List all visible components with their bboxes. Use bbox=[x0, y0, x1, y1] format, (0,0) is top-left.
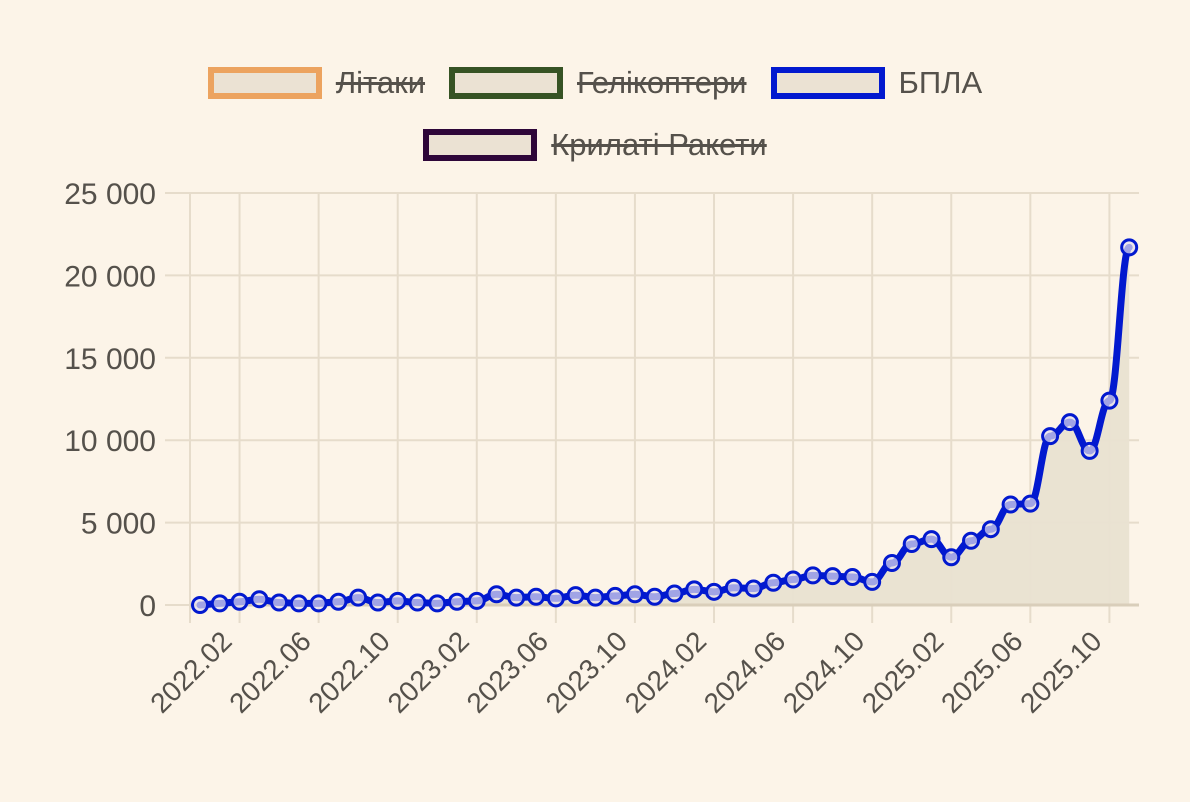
data-point[interactable] bbox=[191, 596, 209, 614]
data-point[interactable] bbox=[546, 589, 565, 608]
x-tick-label: 2025.02 bbox=[856, 625, 949, 718]
data-point[interactable] bbox=[863, 572, 882, 591]
data-point[interactable] bbox=[625, 585, 644, 604]
data-point[interactable] bbox=[962, 531, 981, 550]
data-point[interactable] bbox=[705, 582, 724, 601]
data-point[interactable] bbox=[467, 591, 486, 610]
y-tick-label: 25 000 bbox=[64, 178, 156, 211]
data-point[interactable] bbox=[803, 566, 822, 585]
legend-swatch-cruise-missiles bbox=[423, 129, 538, 161]
data-point[interactable] bbox=[1001, 495, 1020, 514]
data-point[interactable] bbox=[289, 594, 308, 613]
data-point[interactable] bbox=[270, 593, 289, 612]
x-tick-label: 2023.02 bbox=[382, 625, 475, 718]
x-tick-label: 2023.10 bbox=[540, 625, 633, 718]
data-point[interactable] bbox=[448, 592, 467, 611]
data-point[interactable] bbox=[428, 594, 447, 613]
legend-swatch-planes bbox=[207, 67, 322, 99]
data-point[interactable] bbox=[784, 570, 803, 589]
y-tick-label: 10 000 bbox=[64, 425, 156, 458]
x-axis: 2022.022022.062022.102023.022023.062023.… bbox=[144, 625, 1107, 718]
data-point[interactable] bbox=[685, 580, 704, 599]
y-axis: 0 5 000 10 000 15 000 20 000 25 000 bbox=[64, 178, 156, 623]
legend-item-planes[interactable]: Літаки bbox=[207, 65, 426, 101]
data-point[interactable] bbox=[586, 588, 605, 607]
data-point[interactable] bbox=[724, 578, 743, 597]
data-point[interactable] bbox=[1100, 391, 1119, 410]
data-point[interactable] bbox=[1060, 413, 1079, 432]
x-tick-label: 2022.10 bbox=[302, 625, 395, 718]
data-point[interactable] bbox=[764, 573, 783, 592]
data-point[interactable] bbox=[527, 587, 546, 606]
x-tick-label: 2025.10 bbox=[1014, 625, 1107, 718]
y-tick-label: 15 000 bbox=[64, 343, 156, 376]
data-point[interactable] bbox=[210, 594, 229, 613]
data-point[interactable] bbox=[1021, 494, 1040, 513]
data-point[interactable] bbox=[843, 567, 862, 586]
x-tick-label: 2025.06 bbox=[935, 625, 1028, 718]
data-point[interactable] bbox=[902, 535, 921, 554]
legend-row-1: Літаки Гелікоптери БПЛА bbox=[0, 52, 1190, 114]
series-uav bbox=[191, 238, 1139, 614]
data-point[interactable] bbox=[507, 588, 526, 607]
data-point[interactable] bbox=[1041, 427, 1060, 446]
data-point[interactable] bbox=[981, 520, 1000, 539]
legend-row-2: Крилаті Ракети bbox=[0, 114, 1190, 176]
data-point[interactable] bbox=[230, 592, 249, 611]
area-fill bbox=[190, 247, 1139, 607]
legend-label-cruise-missiles: Крилаті Ракети bbox=[551, 127, 767, 162]
legend: Літаки Гелікоптери БПЛА Крилаті Ракети bbox=[0, 52, 1190, 176]
data-point[interactable] bbox=[566, 586, 585, 605]
x-tick-label: 2024.10 bbox=[777, 625, 870, 718]
y-tick-label: 5 000 bbox=[81, 508, 156, 541]
legend-label-uav: БПЛА bbox=[898, 65, 983, 100]
y-tick-label: 20 000 bbox=[64, 260, 156, 293]
legend-item-cruise-missiles[interactable]: Крилаті Ракети bbox=[423, 127, 767, 163]
x-tick-label: 2022.02 bbox=[144, 625, 237, 718]
legend-swatch-helicopters bbox=[449, 67, 564, 99]
legend-item-uav[interactable]: БПЛА bbox=[770, 65, 983, 101]
data-point[interactable] bbox=[744, 579, 763, 598]
x-tick-label: 2022.06 bbox=[223, 625, 316, 718]
data-point[interactable] bbox=[665, 584, 684, 603]
x-tick-label: 2024.06 bbox=[698, 625, 791, 718]
data-point[interactable] bbox=[408, 593, 427, 612]
data-point[interactable] bbox=[1080, 441, 1099, 460]
y-tick-label: 0 bbox=[139, 590, 156, 623]
x-tick-label: 2023.06 bbox=[461, 625, 554, 718]
legend-item-helicopters[interactable]: Гелікоптери bbox=[449, 65, 747, 101]
data-point[interactable] bbox=[606, 586, 625, 605]
data-point[interactable] bbox=[250, 590, 269, 609]
legend-label-helicopters: Гелікоптери bbox=[577, 65, 747, 100]
data-point[interactable] bbox=[368, 593, 387, 612]
data-point[interactable] bbox=[922, 530, 941, 549]
legend-swatch-uav bbox=[770, 67, 885, 99]
x-tick-label: 2024.02 bbox=[619, 625, 712, 718]
data-point[interactable] bbox=[882, 553, 901, 572]
data-point[interactable] bbox=[309, 594, 328, 613]
data-point[interactable] bbox=[388, 591, 407, 610]
data-point[interactable] bbox=[329, 592, 348, 611]
data-point[interactable] bbox=[645, 587, 664, 606]
data-point[interactable] bbox=[823, 567, 842, 586]
data-point[interactable] bbox=[349, 588, 368, 607]
legend-label-planes: Літаки bbox=[335, 65, 426, 100]
data-point[interactable] bbox=[487, 585, 506, 604]
data-point[interactable] bbox=[1120, 238, 1139, 257]
data-point[interactable] bbox=[942, 548, 961, 567]
